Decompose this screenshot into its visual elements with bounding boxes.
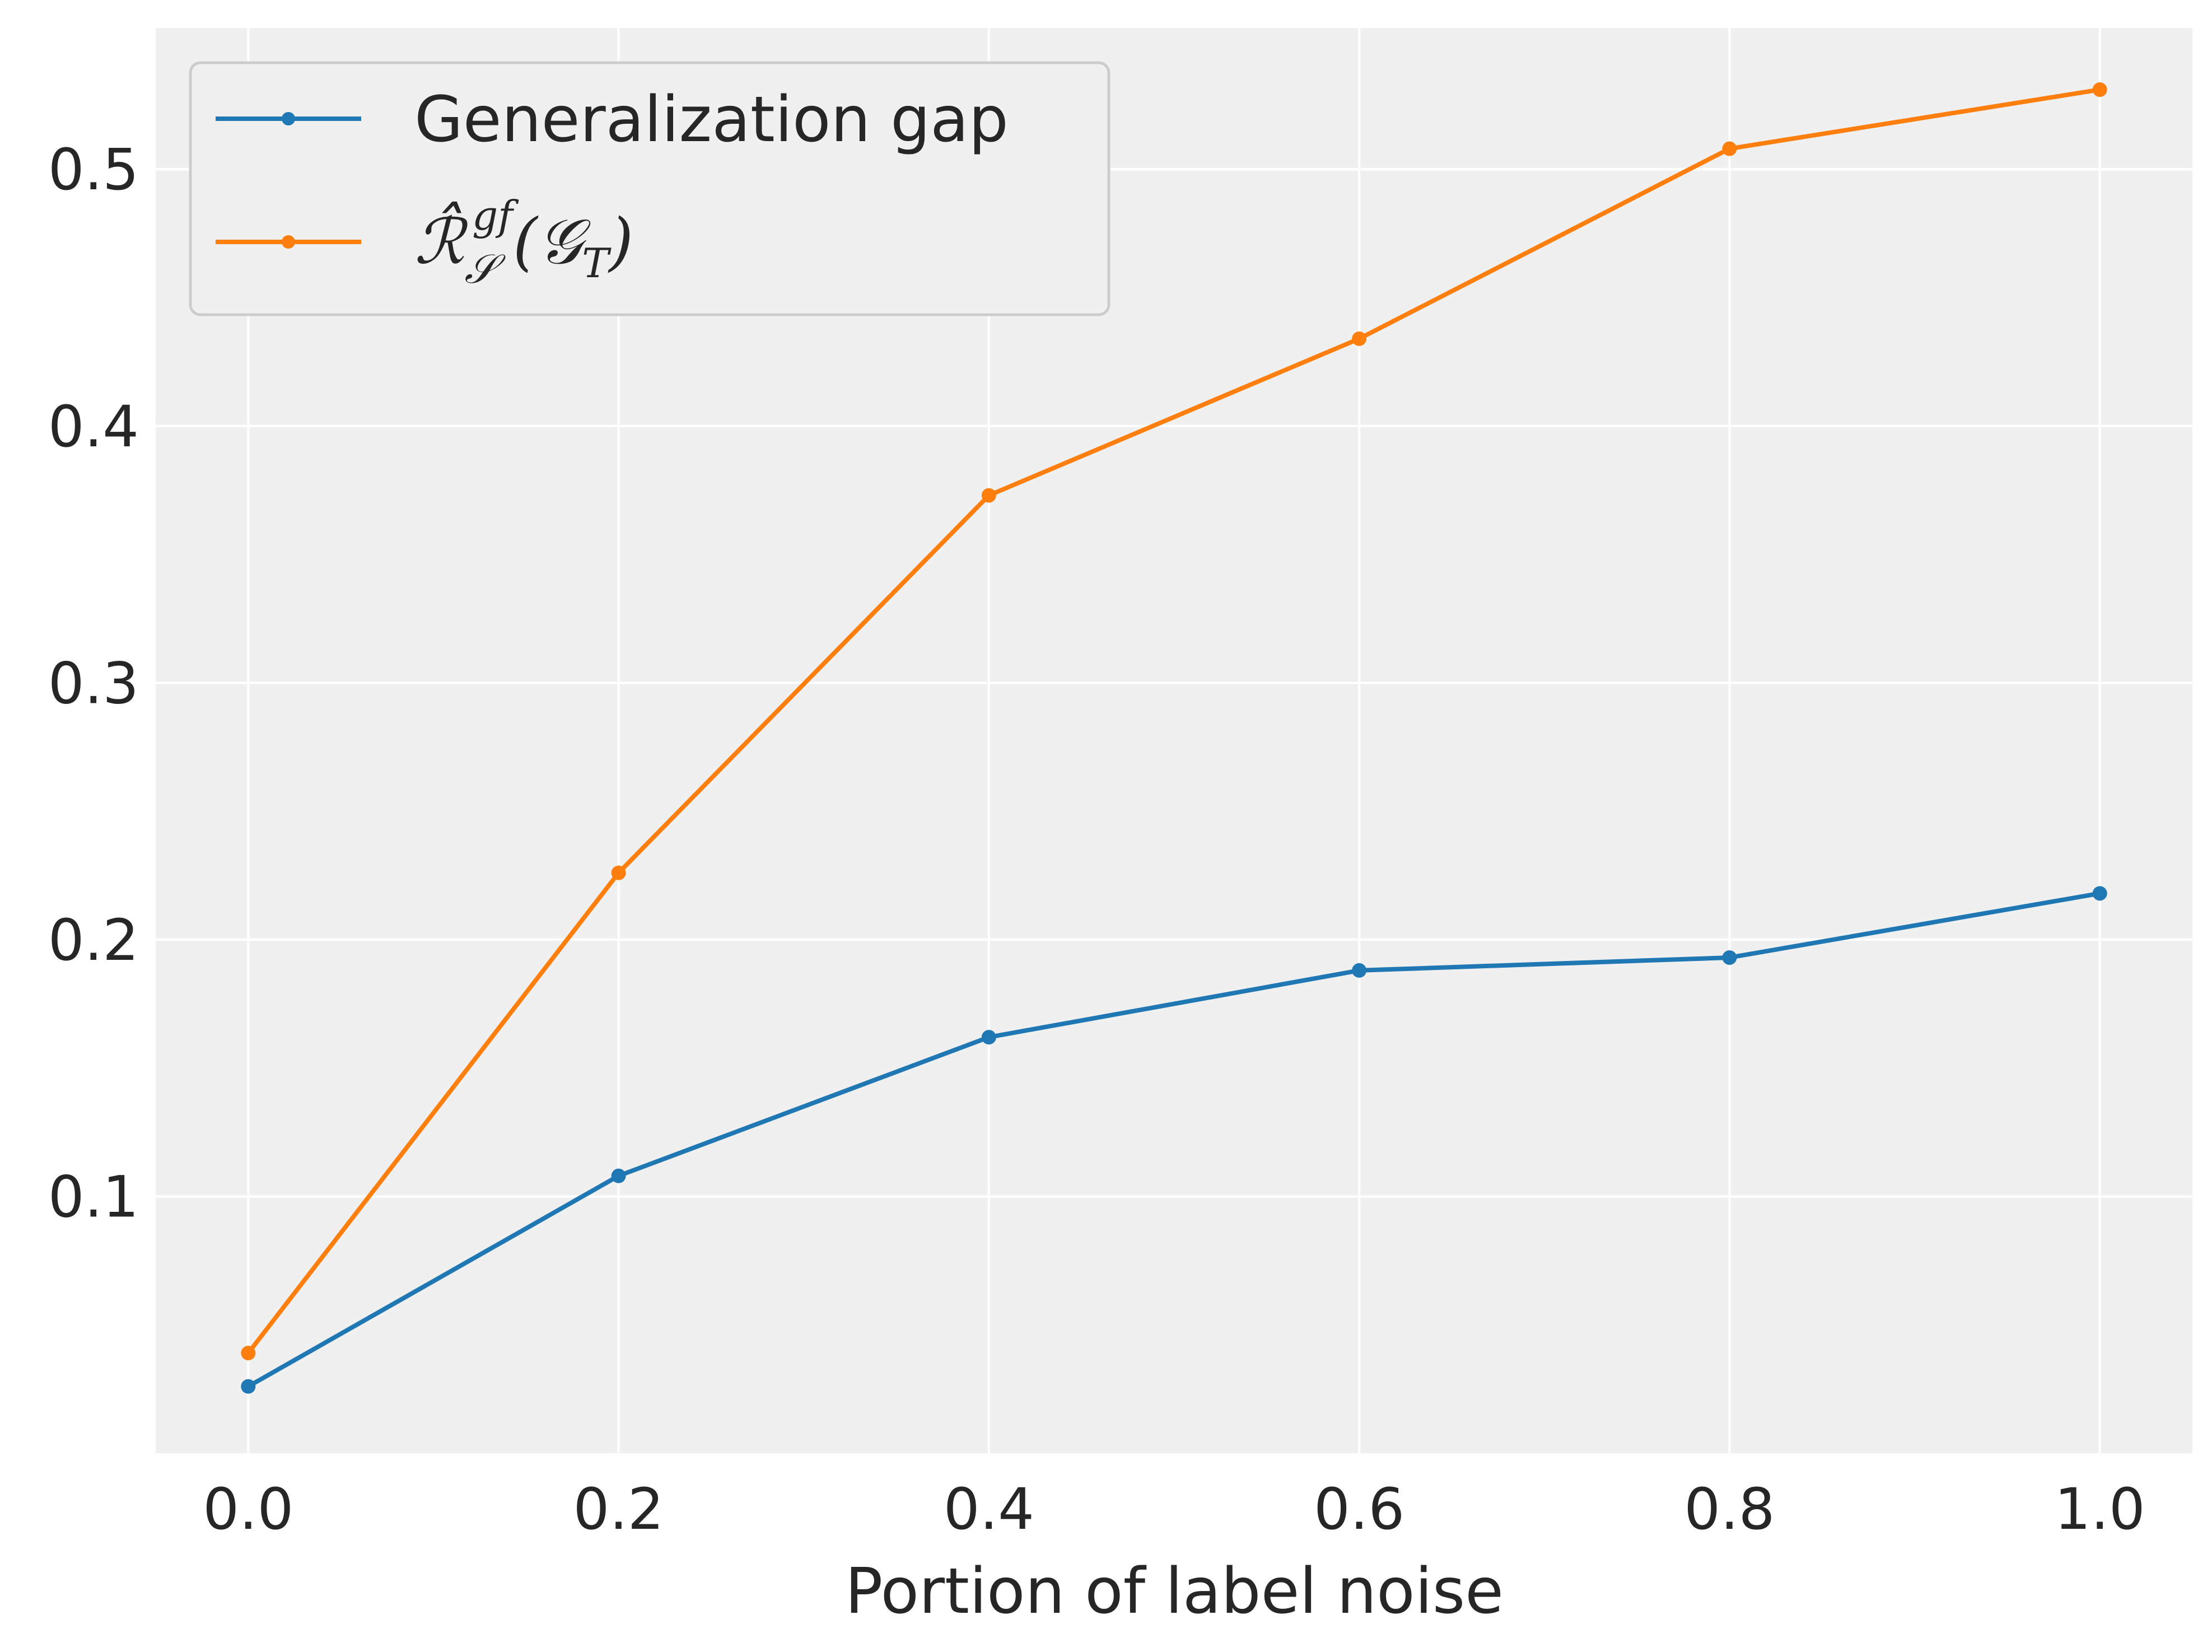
- math-close-paren: ): [608, 206, 633, 278]
- math-R-hat: ℛ̂: [414, 202, 468, 278]
- data-point-series-1: [2092, 82, 2107, 97]
- x-tick-label: 0.0: [203, 1476, 293, 1543]
- data-point-series-0: [981, 1030, 996, 1045]
- x-tick-label: 0.6: [1314, 1476, 1404, 1543]
- data-point-series-1: [1352, 331, 1367, 346]
- series-layer: [241, 82, 2107, 1394]
- data-point-series-0: [1722, 950, 1737, 965]
- x-tick-label: 1.0: [2055, 1476, 2145, 1543]
- legend-label-generalization-gap: Generalization gap: [414, 83, 1009, 156]
- svg-text:ℛ̂𝒮gf(𝒢T): ℛ̂𝒮gf(𝒢T): [414, 192, 633, 292]
- math-sub-T: T: [582, 240, 612, 287]
- series-line-0: [247, 891, 2101, 1389]
- legend-label-risk-estimate: ℛ̂𝒮gf(𝒢T): [414, 192, 633, 292]
- x-axis-label: Portion of label noise: [845, 1555, 1504, 1628]
- y-tick-label: 0.2: [48, 907, 139, 974]
- data-point-series-1: [611, 865, 626, 880]
- legend-entry-generalization-gap: Generalization gap: [216, 83, 1009, 156]
- legend: Generalization gap ℛ̂𝒮gf(𝒢T): [189, 61, 1110, 316]
- data-point-series-0: [2092, 886, 2107, 901]
- y-tick-label: 0.5: [48, 137, 139, 203]
- y-tick-label: 0.1: [48, 1164, 139, 1230]
- data-point-series-1: [241, 1346, 256, 1361]
- series-line-1: [246, 87, 2101, 1355]
- x-tick-label: 0.4: [944, 1476, 1034, 1543]
- data-point-series-1: [1722, 141, 1737, 156]
- y-tick-label: 0.3: [48, 650, 139, 717]
- y-tick-labels: 0.1 0.2 0.3 0.4 0.5: [48, 137, 139, 1230]
- data-point-series-0: [241, 1379, 256, 1394]
- legend-marker-risk-estimate: [282, 235, 295, 249]
- data-point-series-1: [981, 488, 996, 503]
- y-tick-label: 0.4: [48, 394, 139, 460]
- legend-marker-generalization-gap: [282, 112, 295, 125]
- x-tick-labels: 0.0 0.2 0.4 0.6 0.8 1.0: [203, 1476, 2145, 1543]
- math-superscript: gf: [472, 192, 519, 239]
- legend-box: [189, 61, 1110, 316]
- data-point-series-0: [1352, 963, 1367, 978]
- data-point-series-0: [611, 1168, 626, 1183]
- math-paren: (𝒢: [513, 206, 591, 278]
- x-tick-label: 0.2: [573, 1476, 664, 1543]
- x-tick-label: 0.8: [1684, 1476, 1775, 1543]
- legend-entry-risk-estimate: ℛ̂𝒮gf(𝒢T): [216, 192, 633, 292]
